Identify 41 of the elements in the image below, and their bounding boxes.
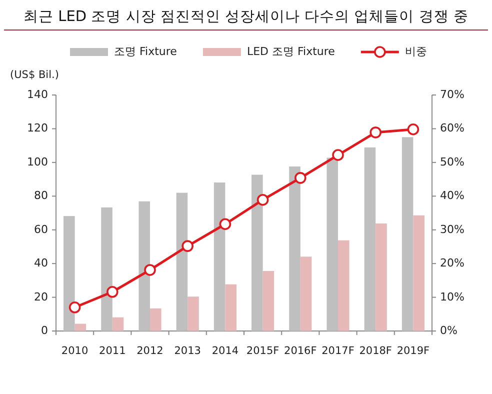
- x-tick-label: 2010: [61, 344, 88, 357]
- y2-tick-label: 10%: [440, 290, 464, 304]
- point: [144, 264, 156, 276]
- y-tick-label: 140: [27, 88, 48, 102]
- x-tick-label: 2019F: [396, 344, 430, 357]
- point: [68, 302, 81, 314]
- legend-label: 조명 Fixture: [114, 45, 178, 58]
- y2-tick-label: 30%: [440, 222, 464, 236]
- point: [294, 172, 306, 184]
- point: [256, 194, 269, 206]
- x-tick-label: 2014: [212, 344, 239, 357]
- chart-title: 최근 LED 조명 시장 점진적인 성장세이나 다수의 업체들이 경쟁 중: [24, 8, 468, 25]
- y-tick-label: 20: [34, 290, 48, 304]
- y2-tick-label: 50%: [440, 155, 464, 168]
- point: [106, 286, 118, 298]
- x-tick-label: 2015F: [246, 344, 280, 357]
- legend-label: LED 조명 Fixture: [246, 45, 336, 58]
- y2-tick-label: 40%: [440, 189, 464, 202]
- point: [332, 149, 344, 161]
- y-tick-label: 0: [41, 324, 48, 338]
- point: [219, 218, 232, 230]
- y-tick-label: 40: [34, 256, 48, 270]
- y-axis-title: (US$ Bil.): [10, 68, 59, 81]
- x-tick-label: 2012: [136, 344, 164, 357]
- y2-tick-label: 70%: [440, 88, 464, 102]
- x-tick-label: 2017F: [322, 344, 354, 357]
- y-tick-label: 120: [27, 122, 48, 135]
- point: [407, 123, 420, 136]
- y-tick-label: 100: [27, 155, 48, 168]
- point: [182, 240, 194, 252]
- y-tick-label: 80: [34, 189, 48, 202]
- x-tick-label: 2016F: [284, 344, 317, 357]
- y2-tick-label: 60%: [440, 122, 464, 135]
- point: [370, 126, 382, 138]
- y-tick-label: 60: [34, 222, 48, 236]
- x-tick-label: 2018F: [359, 344, 392, 357]
- legend-label: 비중: [404, 45, 427, 58]
- y2-tick-label: 0%: [440, 324, 458, 338]
- x-tick-label: 2013: [174, 344, 201, 357]
- x-tick-label: 2011: [99, 344, 126, 357]
- y2-tick-label: 20%: [440, 256, 464, 270]
